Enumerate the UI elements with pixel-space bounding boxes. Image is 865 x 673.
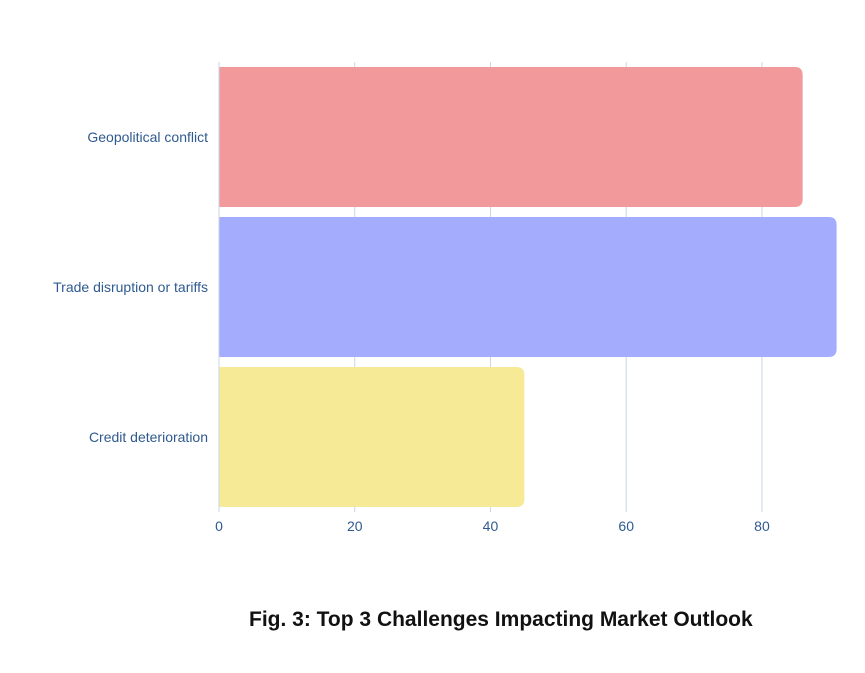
x-tick-label: 20 [347,518,363,534]
x-tick-label: 0 [215,518,223,534]
x-tick-labels: 0 20 40 60 80 [215,518,770,534]
bar-chart: Geopolitical conflict Trade disruption or… [53,62,837,534]
category-label: Geopolitical conflict [87,129,208,145]
category-label: Trade disruption or tariffs [53,279,208,295]
bar-geopolitical-conflict [219,67,803,207]
x-tick-label: 80 [754,518,770,534]
bars [219,67,837,507]
category-labels: Geopolitical conflict Trade disruption or… [53,129,208,445]
bar-trade-disruption-or-tariffs [219,217,837,357]
x-tick-label: 40 [483,518,499,534]
bar-credit-deterioration [219,367,525,507]
category-label: Credit deterioration [89,429,208,445]
x-tick-label: 60 [618,518,634,534]
figure-caption: Fig. 3: Top 3 Challenges Impacting Marke… [249,608,753,631]
